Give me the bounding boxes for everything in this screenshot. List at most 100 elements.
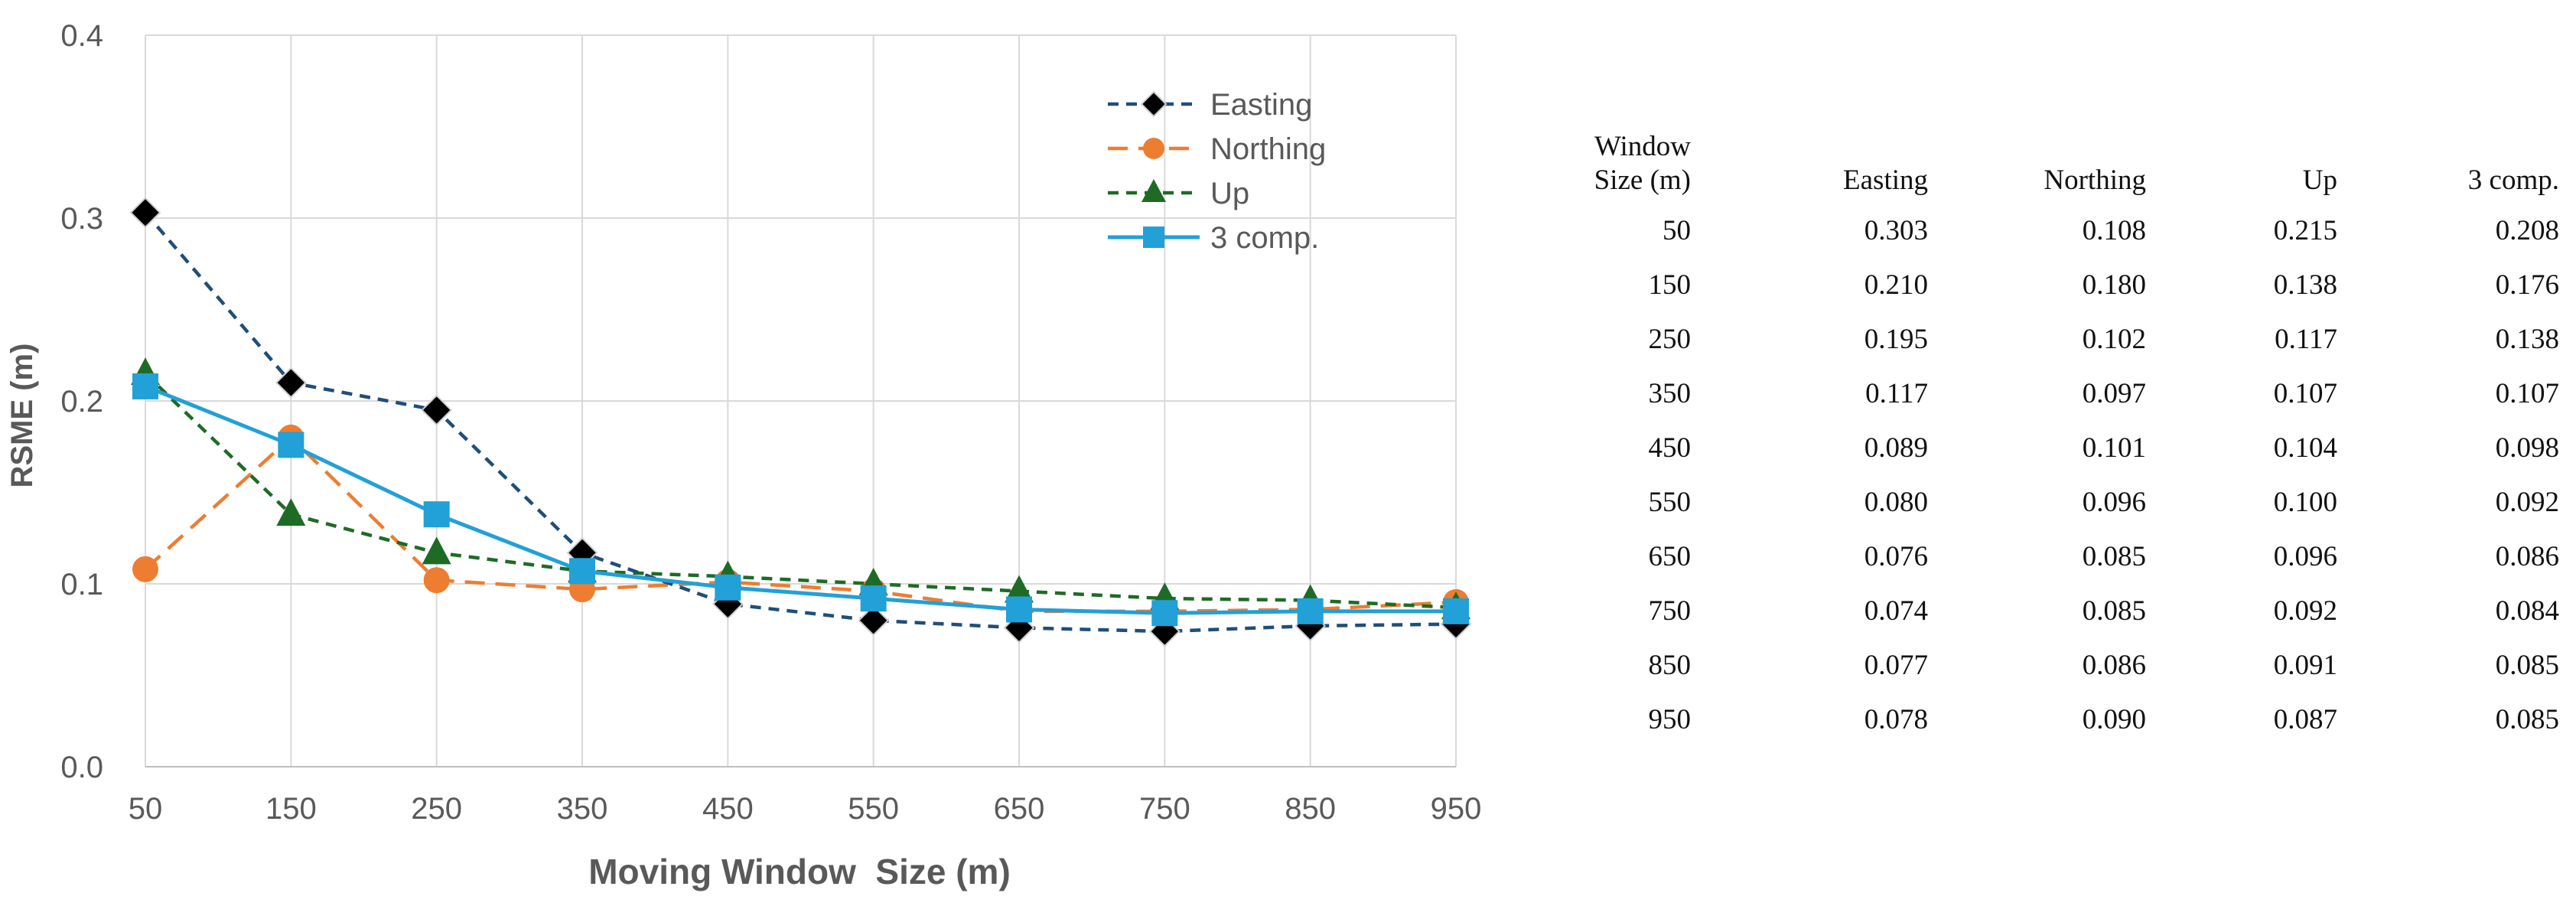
data-point (129, 197, 161, 229)
table-header-row: Window Size (m) Easting Northing Up 3 comp. (1538, 130, 2559, 204)
data-point (423, 501, 450, 528)
table-cell: 0.138 (2273, 269, 2337, 301)
table-cell: 0.085 (2082, 541, 2146, 572)
y-tick-label: 0.0 (60, 751, 103, 784)
table-cell: 650 (1648, 541, 1692, 572)
table-cell: 0.100 (2273, 487, 2337, 518)
y-tick-label: 0.2 (60, 385, 103, 419)
table-cell: 450 (1648, 432, 1692, 464)
x-tick-label: 50 (129, 792, 163, 826)
x-tick-label: 350 (557, 792, 608, 826)
table-cell: 0.107 (2495, 378, 2559, 409)
table-cell: 0.117 (2275, 324, 2337, 355)
table-cell: 0.092 (2273, 595, 2337, 627)
table-header-cell: Easting (1843, 165, 1928, 196)
table-header-cell: 3 comp. (2467, 165, 2559, 196)
table-cell: 0.080 (1864, 487, 1928, 518)
table-cell: 0.085 (2495, 704, 2559, 735)
data-point (715, 574, 741, 601)
data-point (423, 567, 450, 594)
x-tick-label: 250 (411, 792, 462, 826)
table-cell: 0.195 (1864, 324, 1928, 355)
table-cell: 0.104 (2273, 432, 2337, 464)
data-point (132, 373, 158, 399)
table-header-cell: Northing (2044, 165, 2146, 196)
table-cell: 150 (1648, 269, 1692, 301)
table-cell: 550 (1648, 487, 1692, 518)
rmse-table: Window Size (m) Easting Northing Up 3 comp. 5… (1538, 130, 2559, 747)
y-tick-label: 0.1 (60, 568, 103, 601)
table-cell: 0.086 (2495, 541, 2559, 572)
table-row: 50 0.303 0.108 0.215 0.208 (1538, 204, 2559, 258)
table-cell: 0.089 (1864, 432, 1928, 464)
table-cell: 0.138 (2495, 324, 2559, 355)
table-cell: 0.085 (2082, 595, 2146, 627)
table-cell: 0.117 (1865, 378, 1928, 409)
legend-item: Easting (1108, 88, 1312, 122)
data-point (1005, 575, 1034, 603)
table-cell: 0.085 (2495, 650, 2559, 681)
table-row: 350 0.117 0.097 0.107 0.107 (1538, 367, 2560, 421)
table-cell: 250 (1648, 324, 1692, 355)
data-point (860, 585, 887, 612)
table-row: 150 0.210 0.180 0.138 0.176 (1538, 258, 2560, 312)
data-point (1297, 598, 1324, 624)
data-point (858, 605, 890, 637)
data-point (132, 556, 158, 582)
series-up (131, 357, 1470, 620)
table-cell: 0.074 (1864, 595, 1928, 627)
table-cell: 0.210 (1864, 269, 1928, 301)
table-header-cell: Window Size (m) (1594, 131, 1691, 196)
x-axis-label: Moving Window Size (m) (588, 852, 1011, 891)
x-tick-label: 650 (994, 792, 1045, 826)
data-point (1006, 596, 1032, 623)
legend-marker (1140, 90, 1168, 118)
table-header-cell: Up (2302, 165, 2337, 196)
table-cell: 750 (1648, 595, 1692, 627)
chart-legend: Easting Northing Up 3 comp. (1108, 88, 1326, 255)
table-cell: 0.076 (1864, 541, 1928, 572)
table-row: 950 0.078 0.090 0.087 0.085 (1538, 693, 2560, 747)
legend-label: Northing (1210, 132, 1326, 166)
table-cell: 0.102 (2082, 324, 2146, 355)
series-lines (129, 197, 1472, 647)
table-cell: 0.097 (2082, 378, 2146, 409)
table-cell: 0.180 (2082, 269, 2146, 301)
table-cell: 0.108 (2082, 215, 2146, 246)
table-row: 550 0.080 0.096 0.100 0.092 (1538, 475, 2560, 530)
rmse-line-chart: 0.0 0.1 0.2 0.3 0.4 50 150 250 350 450 550 650 750 85… (5, 19, 1481, 891)
table-cell: 350 (1648, 378, 1692, 409)
x-tick-label: 950 (1431, 792, 1482, 826)
legend-item: Northing (1108, 132, 1326, 166)
y-axis-label: RSME (m) (5, 344, 39, 488)
data-point (278, 432, 304, 458)
table-cell: 850 (1648, 650, 1692, 681)
legend-label: 3 comp. (1210, 221, 1319, 255)
series-line (144, 435, 1457, 614)
table-cell: 0.101 (2082, 432, 2146, 464)
table-row: 750 0.074 0.085 0.092 0.084 (1538, 584, 2560, 638)
data-point (275, 367, 307, 399)
table-cell: 0.092 (2495, 487, 2559, 518)
y-tick-label: 0.4 (60, 19, 103, 53)
table-cell: 0.303 (1864, 215, 1928, 246)
table-cell: 0.086 (2082, 650, 2146, 681)
table-cell: 0.091 (2273, 650, 2337, 681)
x-tick-label: 750 (1139, 792, 1190, 826)
table-cell: 0.087 (2273, 704, 2337, 735)
x-tick-label: 550 (848, 792, 899, 826)
legend-label: Easting (1210, 88, 1312, 122)
table-cell: 0.084 (2495, 595, 2559, 627)
legend-marker (1141, 179, 1166, 202)
table-cell: 0.096 (2082, 487, 2146, 518)
table-cell: 0.107 (2273, 378, 2337, 409)
table-cell: 50 (1663, 215, 1691, 246)
table-row: 850 0.077 0.086 0.091 0.085 (1538, 638, 2560, 693)
x-tick-label: 150 (265, 792, 317, 826)
data-point (422, 536, 451, 565)
x-tick-label: 850 (1285, 792, 1336, 826)
legend-item: Up (1108, 177, 1249, 210)
axes: 0.0 0.1 0.2 0.3 0.4 50 150 250 350 450 550 650 750 85… (60, 19, 1481, 826)
x-tick-label: 450 (702, 792, 754, 826)
data-point (421, 394, 453, 426)
